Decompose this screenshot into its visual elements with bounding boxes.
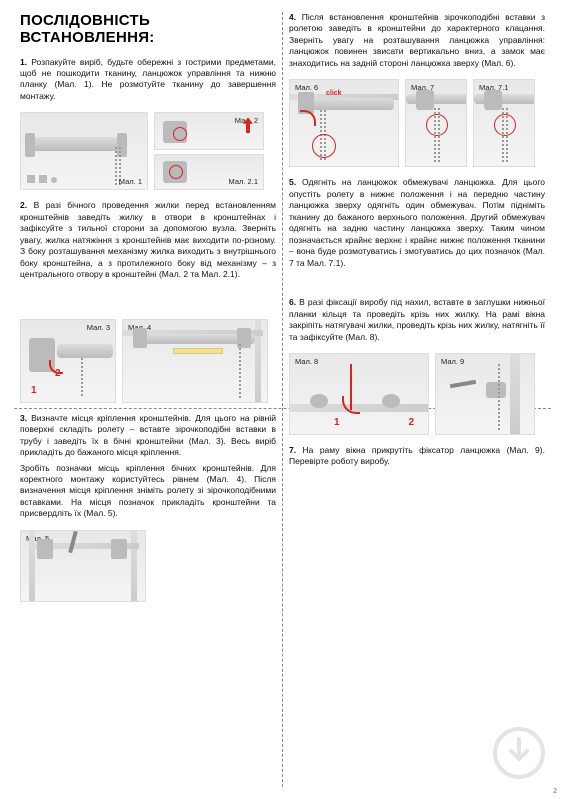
figure-2: Мал. 2	[154, 112, 264, 150]
step-3: 3. Визначте місця кріплення кронштейнів.…	[20, 413, 276, 520]
step-6: 6. В разі фіксації виробу під нахил, вст…	[289, 297, 545, 343]
step4-text: Після встановлення кронштейнів зірочкопо…	[289, 12, 545, 68]
step2-text: В разі бічного проведення жилки перед вс…	[20, 200, 276, 279]
step-1: 1. Розпакуйте виріб, будьте обережні з г…	[20, 57, 276, 103]
step3b-text: Зробіть позначки місць кріплення бічних …	[20, 463, 276, 519]
figure-7-1: Мал. 7.1	[473, 79, 535, 167]
page-number: 2	[553, 788, 557, 795]
figure-6: Мал. 6 click	[289, 79, 399, 167]
step5-text: Одягніть на ланцюжок обмежувачі ланцюжка…	[289, 177, 545, 267]
step7-text: На раму вікна прикрутіть фіксатор ланцюж…	[289, 445, 545, 466]
step-4: 4. Після встановлення кронштейнів зірочк…	[289, 12, 545, 69]
figure-8: Мал. 8 1 2	[289, 353, 429, 435]
figure-2-1: Мал. 2.1	[154, 154, 264, 190]
step-2: 2. В разі бічного проведення жилки перед…	[20, 200, 276, 280]
fig21-label: Мал. 2.1	[227, 176, 260, 187]
figrow-8-9: Мал. 8 1 2 Мал. 9	[289, 353, 545, 435]
right-column: 4. Після встановлення кронштейнів зірочк…	[283, 12, 551, 787]
click-text: click	[326, 90, 342, 97]
fig9-label: Мал. 9	[439, 356, 466, 367]
page-title: ПОСЛІДОВНІСТЬ ВСТАНОВЛЕННЯ:	[20, 12, 276, 47]
step1-text: Розпакуйте виріб, будьте обережні з гост…	[20, 57, 276, 101]
fig3-label: Мал. 3	[85, 322, 112, 333]
figure-7: Мал. 7	[405, 79, 467, 167]
left-column: ПОСЛІДОВНІСТЬ ВСТАНОВЛЕННЯ: 1. Розпакуйт…	[14, 12, 283, 787]
step-5: 5. Одягніть на ланцюжок обмежувачі ланцю…	[289, 177, 545, 269]
figrow-5: Мал. 5	[20, 530, 276, 602]
figrow-1-2: Мал. 1 Мал. 2 Мал. 2.1	[20, 112, 276, 190]
figure-9: Мал. 9	[435, 353, 535, 435]
watermark-icon	[491, 725, 547, 781]
figure-5: Мал. 5	[20, 530, 146, 602]
step-7: 7. На раму вікна прикрутіть фіксатор лан…	[289, 445, 545, 468]
figure-4: Мал. 4	[122, 319, 268, 403]
figure-1: Мал. 1	[20, 112, 148, 190]
figrow-3-4: Мал. 3 2 1 Мал. 4	[20, 319, 276, 403]
step6-text: В разі фіксації виробу під нахил, вставт…	[289, 297, 545, 341]
figrow-6-7: Мал. 6 click Мал. 7 Мал. 7.1	[289, 79, 545, 167]
fig1-label: Мал. 1	[117, 176, 144, 187]
step3a-text: Визначте місця кріплення кронштейнів. Дл…	[20, 413, 276, 457]
fig8-label: Мал. 8	[293, 356, 320, 367]
figure-3: Мал. 3 2 1	[20, 319, 116, 403]
